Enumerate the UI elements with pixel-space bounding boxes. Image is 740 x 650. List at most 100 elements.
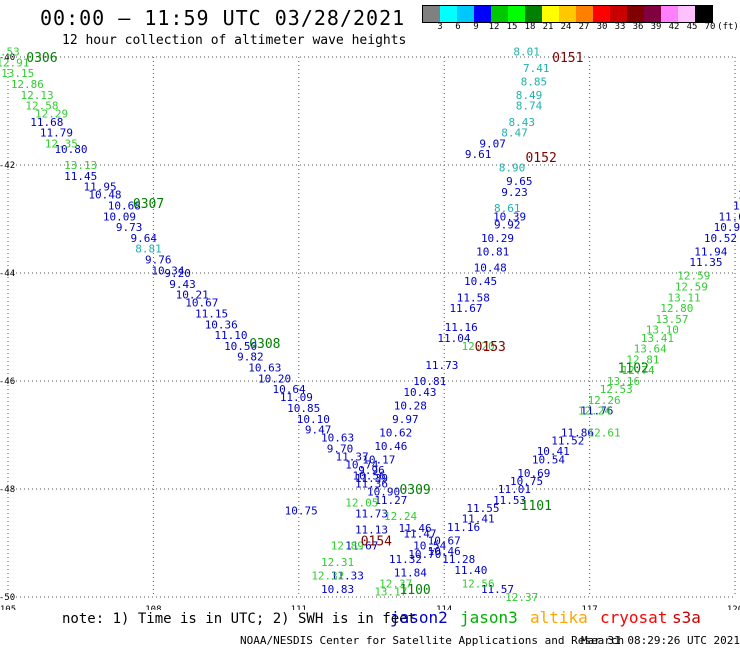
wave-height-point: 10.20 [258,372,291,385]
wave-height-point: 8.49 [516,89,543,102]
color-scale-tick: 6 [455,22,461,32]
color-scale-tick: 3 [437,22,443,32]
y-tick-label: -42 [0,161,15,171]
wave-height-point: 13.13 [64,159,97,172]
wave-height-point: 12.24 [384,510,417,523]
x-tick-label: 108 [145,605,161,610]
color-swatch [440,6,457,22]
wave-height-point: 10.41 [537,445,570,458]
wave-height-point: 10.28 [394,399,427,412]
color-scale-tick: 27 [578,22,590,32]
wave-height-point: 12.53 [600,383,633,396]
wave-height-point: 12.61 [588,426,621,439]
wave-height-point: 9.97 [392,413,419,426]
wave-height-point: 10.48 [88,189,121,202]
wave-height-point: 11.58 [457,291,490,304]
wave-height-point: 11.40 [454,564,487,577]
pass-label: 0153 [475,340,506,355]
pass-label: 0309 [399,483,430,498]
wave-height-point: 12.81 [626,353,659,366]
wave-height-point: 10.06 [738,189,740,202]
color-swatch [695,6,712,22]
wave-height-point: 9.96 [358,464,385,477]
color-swatch [678,6,695,22]
wave-height-point: 10.62 [379,426,412,439]
wave-height-point: 8.90 [499,162,526,175]
wave-height-point: 10.64 [273,383,306,396]
wave-height-point: 9.47 [305,424,332,437]
wave-height-point: 8.74 [516,100,543,113]
wave-height-point: 8.01 [513,46,540,59]
x-tick-label: 117 [581,605,597,610]
chart-subtitle: 12 hour collection of altimeter wave hei… [62,33,407,48]
color-scale-tick: 18 [524,22,536,32]
wave-height-point: 11.39 [355,472,388,485]
color-swatch [610,6,627,22]
wave-height-point: 10.70 [408,548,441,561]
wave-height-point: 11.79 [40,127,73,140]
wave-height-point: 10.81 [476,245,509,258]
color-scale-tick: 30 [596,22,608,32]
wave-height-point: 10.75 [285,505,318,518]
wave-height-point: 12.80 [660,302,693,315]
wave-height-point: 11.36 [355,478,388,491]
wave-height-point: 12.37 [505,591,538,604]
color-swatch [491,6,508,22]
wave-height-point: 10.63 [248,362,281,375]
wave-height-point: 12.56 [462,578,495,591]
wave-height-point: 11.94 [694,245,727,258]
altimeter-map-plot: 105 108 111 114 117 120 -40 -42 -44 -46 -48 -50 11.… [0,46,740,610]
wave-height-point: 12.24 [578,405,611,418]
color-scale-tick: 33 [614,22,626,32]
wave-height-point: 12.91 [0,56,29,69]
pass-label: 0307 [133,197,164,212]
pass-label: 0306 [26,51,57,66]
color-scale-tick: 24 [560,22,572,32]
wave-height-point: 10.74 [345,459,378,472]
pass-label: 0152 [525,151,556,166]
wave-height-point: 11.10 [214,329,247,342]
wave-height-point: 9.92 [494,218,521,231]
wave-height-point: 10.46 [428,545,461,558]
wave-height-point: 10.46 [374,440,407,453]
wave-height-point: 9.64 [130,232,157,245]
axis-ticks: 105 108 111 114 117 120 -40 -42 -44 -46 -48 -50 [0,53,740,610]
wave-height-point: 11.15 [195,308,228,321]
wave-height-point: 10.50 [224,340,257,353]
color-swatch [644,6,661,22]
color-swatch [627,6,644,22]
wave-height-point: 12.05 [345,497,378,510]
wave-height-point: 10.75 [510,475,543,488]
y-tick-label: -46 [0,377,15,387]
wave-height-point: 10.39 [493,210,526,223]
wave-height-point: 11.32 [389,553,422,566]
wave-height-points: 11.6811.7910.8011.4511.9510.4810.6810.09… [0,46,740,604]
wave-height-point: 10.48 [474,262,507,275]
wave-height-point: 10.34 [151,264,184,277]
wave-height-point: 9.43 [169,278,196,291]
color-scale-tick: 45 [686,22,698,32]
wave-height-point: 11.41 [462,513,495,526]
wave-height-point: 11.09 [280,391,313,404]
wave-height-point: 12.20 [462,340,495,353]
wave-height-point: 13.41 [641,332,674,345]
wave-height-point: 12.29 [35,108,68,121]
wave-height-point: 11.46 [399,522,432,535]
wave-height-point: 11.27 [374,494,407,507]
wave-height-point: 13.17 [374,586,407,599]
wave-height-point: 13.16 [607,375,640,388]
wave-height-point: 10.45 [464,275,497,288]
color-swatch [423,6,440,22]
color-swatch [525,6,542,22]
wave-height-point: 10.67 [185,297,218,310]
mission-jason3: jason3 [460,608,518,627]
wave-height-point: 10.43 [403,386,436,399]
wave-height-point: 13.64 [634,343,667,356]
wave-height-point: 9.23 [501,186,528,199]
footer-note: note: 1) Time is in UTC; 2) SWH is in fe… [62,611,417,627]
credit-line: NOAA/NESDIS Center for Satellite Applica… [240,634,625,647]
wave-height-point: 11.35 [689,256,722,269]
wave-height-point: 9.82 [237,351,264,364]
pass-labels: 0306030703080309110011011102110151015201… [26,51,649,598]
color-swatch [508,6,525,22]
